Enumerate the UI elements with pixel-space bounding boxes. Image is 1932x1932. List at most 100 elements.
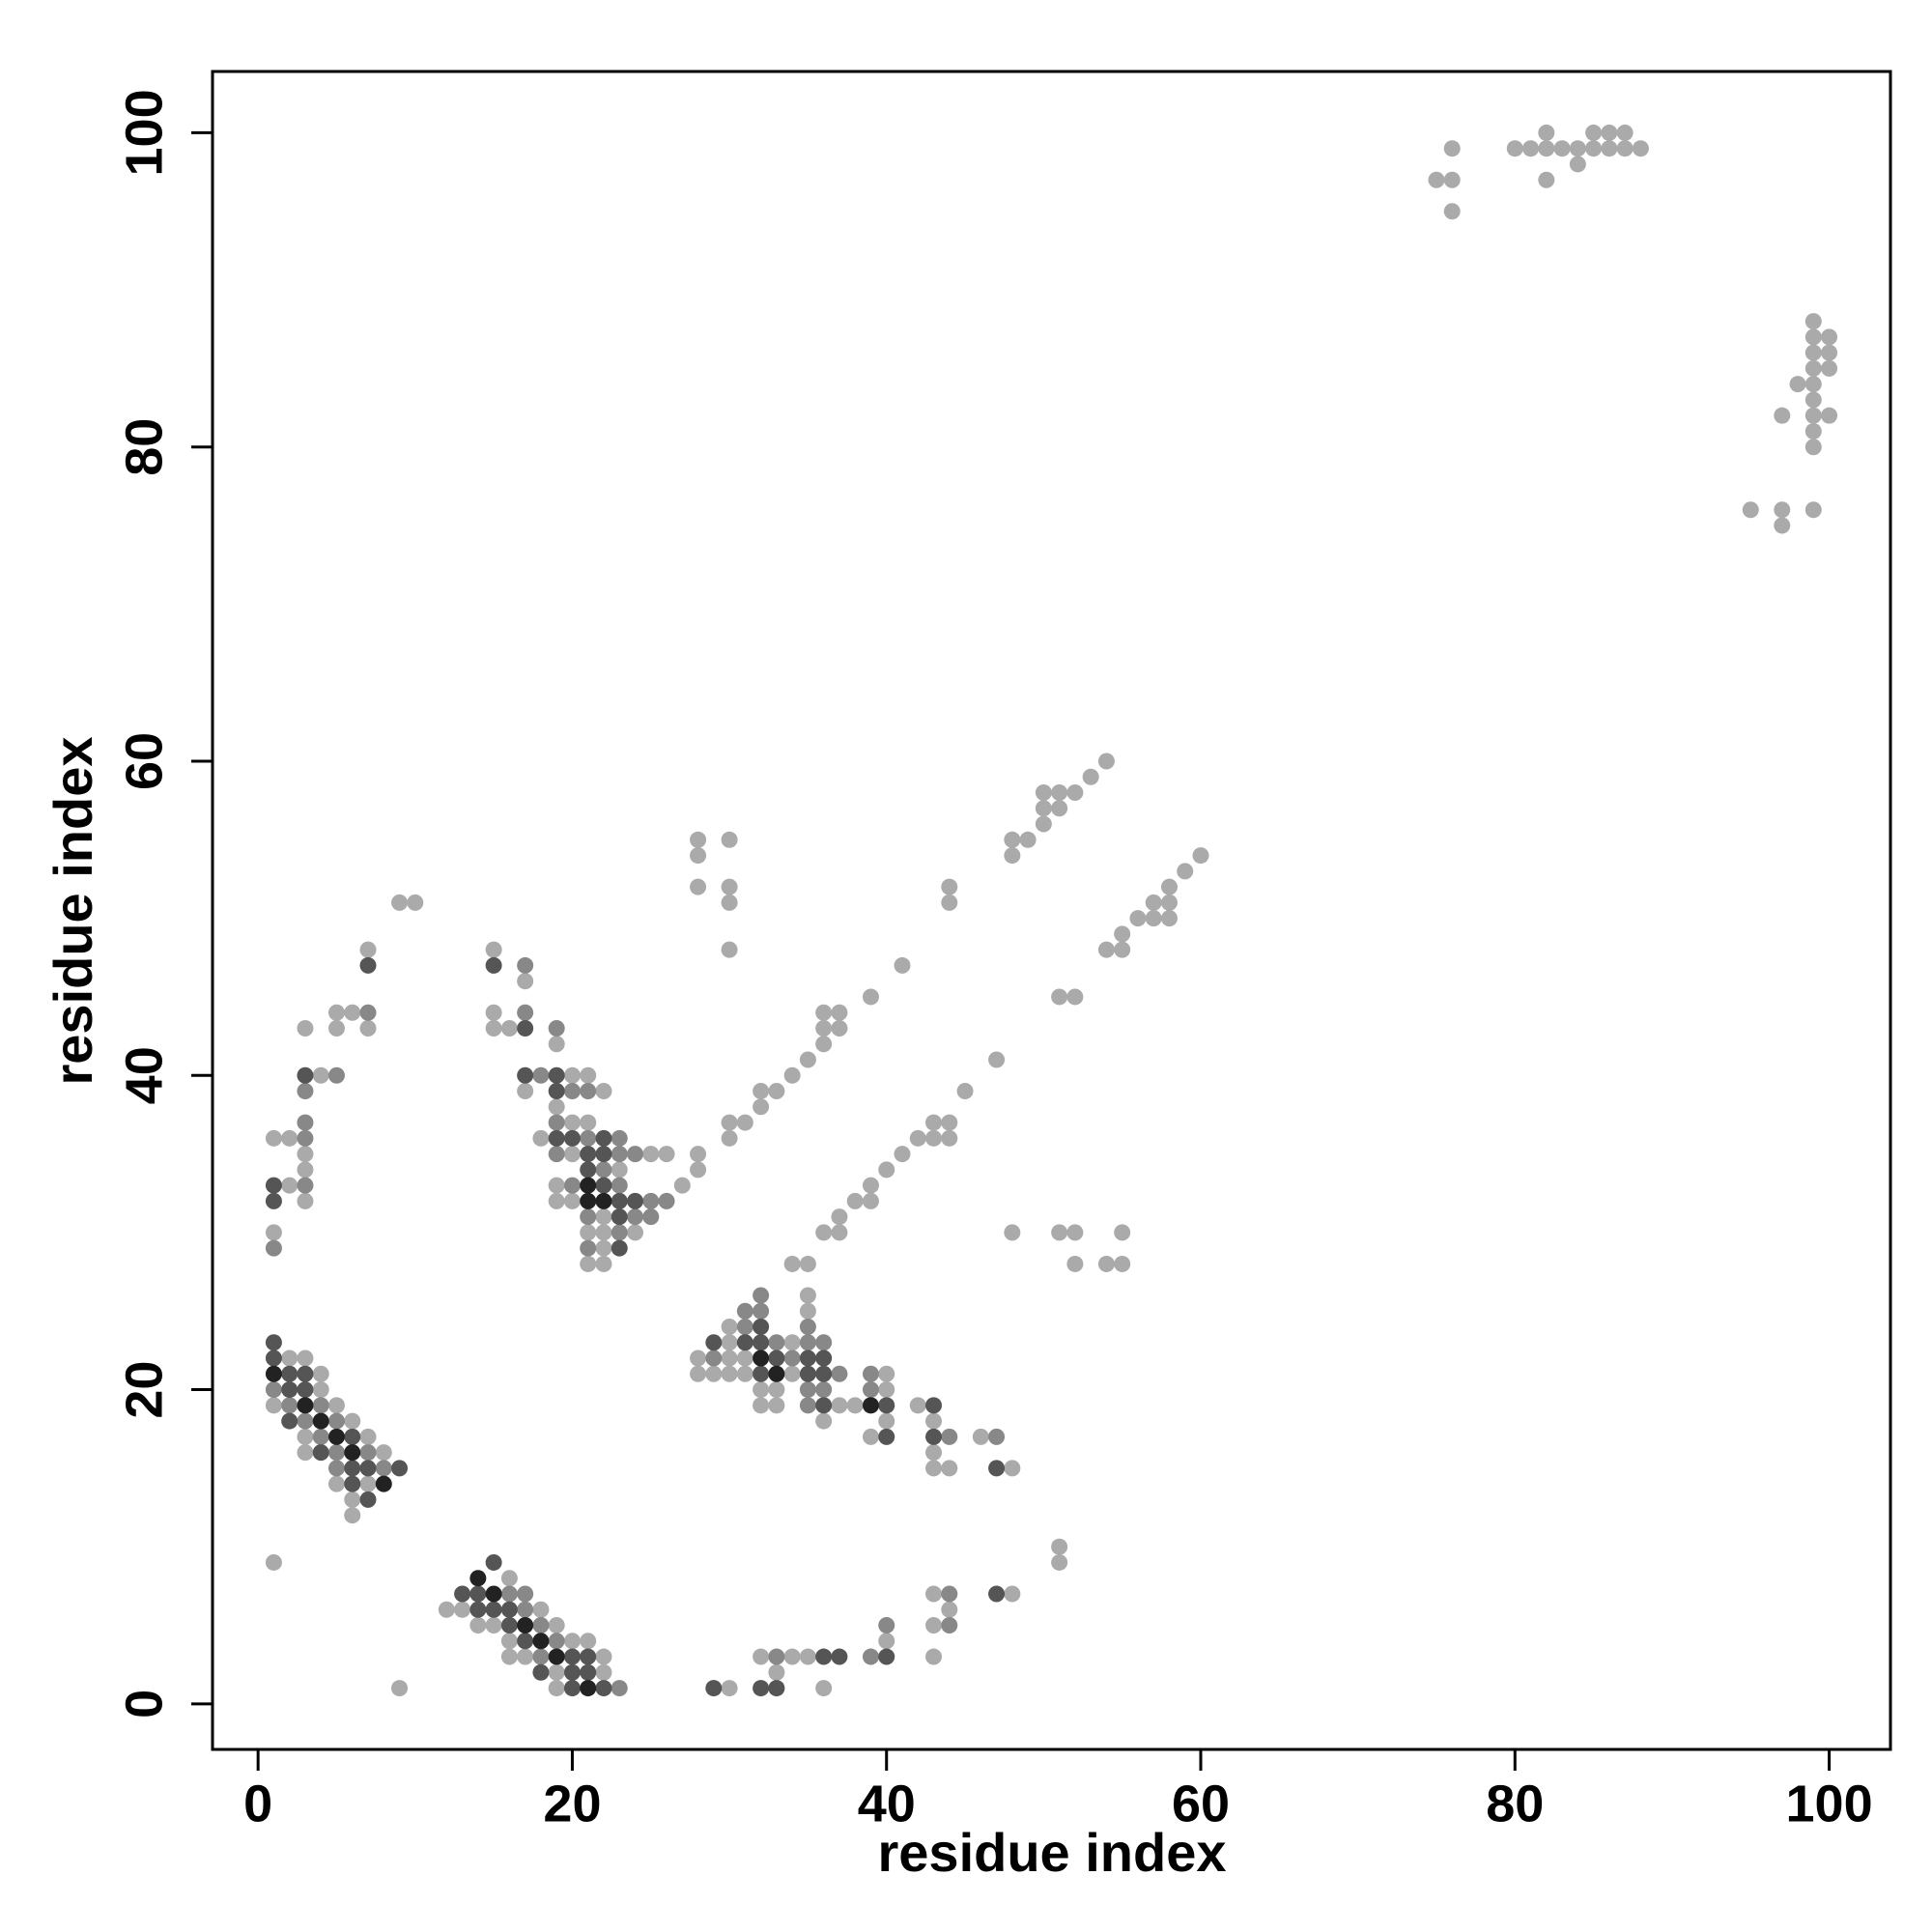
point: [327, 1004, 345, 1021]
point: [736, 1114, 753, 1131]
point: [1114, 1255, 1131, 1272]
point: [344, 1004, 361, 1021]
point: [1804, 313, 1822, 330]
point: [469, 1570, 487, 1587]
point: [580, 1633, 597, 1650]
point: [1804, 501, 1822, 519]
point: [469, 1601, 487, 1618]
x-tick-label: 20: [543, 1775, 601, 1833]
point: [532, 1648, 550, 1665]
point: [1004, 1585, 1021, 1603]
point: [878, 1648, 895, 1665]
point: [500, 1633, 518, 1650]
point: [690, 1365, 707, 1382]
point: [972, 1428, 989, 1445]
point: [783, 1648, 801, 1665]
point: [485, 956, 502, 974]
y-tick-label: 100: [115, 89, 173, 176]
point: [359, 1491, 377, 1508]
point: [1114, 1224, 1131, 1241]
y-tick-label: 0: [115, 1690, 173, 1719]
point: [878, 1412, 895, 1430]
point: [595, 1208, 612, 1226]
point: [580, 1239, 597, 1257]
point: [359, 1444, 377, 1462]
point: [705, 1365, 723, 1382]
point: [580, 1192, 597, 1209]
y-tick-label: 60: [115, 732, 173, 790]
point: [831, 1397, 848, 1414]
point: [721, 1114, 738, 1131]
point: [1145, 910, 1162, 927]
point: [532, 1066, 550, 1084]
point: [925, 1585, 943, 1603]
point: [690, 847, 707, 865]
point: [1585, 140, 1603, 157]
point: [783, 1255, 801, 1272]
point: [548, 1663, 565, 1681]
point: [548, 1680, 565, 1697]
point: [500, 1617, 518, 1634]
point: [595, 1239, 612, 1257]
point: [721, 1350, 738, 1367]
point: [909, 1129, 926, 1147]
point: [1774, 501, 1791, 519]
point: [312, 1365, 329, 1382]
point: [925, 1648, 943, 1665]
point: [783, 1066, 801, 1084]
point: [580, 1083, 597, 1100]
point: [580, 1066, 597, 1084]
point: [485, 1601, 502, 1618]
point: [297, 1066, 314, 1084]
point: [281, 1177, 298, 1194]
point: [721, 831, 738, 848]
point: [344, 1475, 361, 1492]
point: [265, 1365, 282, 1382]
point: [563, 1177, 581, 1194]
point: [1177, 863, 1194, 880]
point: [1804, 376, 1822, 393]
point: [878, 1428, 895, 1445]
point: [736, 1318, 753, 1335]
point: [815, 1412, 833, 1430]
point: [281, 1129, 298, 1147]
point: [312, 1444, 329, 1462]
point: [563, 1633, 581, 1650]
point: [1601, 140, 1618, 157]
point: [548, 1129, 565, 1147]
point: [297, 1444, 314, 1462]
point: [563, 1192, 581, 1209]
point: [878, 1381, 895, 1399]
point: [721, 878, 738, 895]
point: [1051, 784, 1068, 802]
point: [799, 1350, 816, 1367]
point: [548, 1617, 565, 1634]
point: [736, 1302, 753, 1320]
x-tick-label: 0: [243, 1775, 272, 1833]
point: [563, 1129, 581, 1147]
point: [1066, 988, 1084, 1006]
point: [1553, 140, 1571, 157]
point: [312, 1381, 329, 1399]
point: [799, 1334, 816, 1351]
point: [517, 1019, 534, 1037]
point: [344, 1491, 361, 1508]
x-tick-label: 80: [1486, 1775, 1544, 1833]
point: [627, 1208, 644, 1226]
point: [438, 1601, 455, 1618]
point: [799, 1051, 816, 1068]
point: [1160, 910, 1178, 927]
point: [532, 1663, 550, 1681]
point: [344, 1428, 361, 1445]
point: [1506, 140, 1523, 157]
point: [265, 1129, 282, 1147]
point: [595, 1129, 612, 1147]
point: [548, 1083, 565, 1100]
point: [1428, 171, 1445, 188]
point: [500, 1585, 518, 1603]
point: [831, 1004, 848, 1021]
point: [627, 1146, 644, 1163]
point: [941, 1460, 958, 1477]
point: [611, 1146, 628, 1163]
point: [721, 1129, 738, 1147]
